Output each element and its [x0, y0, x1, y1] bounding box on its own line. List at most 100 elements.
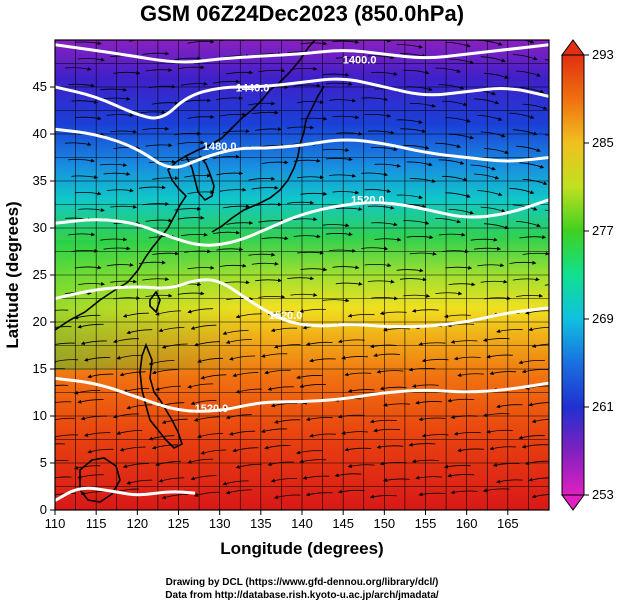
- streamline: [450, 415, 478, 419]
- streamline: [371, 222, 398, 227]
- contour-label: 1480.0: [203, 141, 237, 153]
- streamline: [364, 113, 392, 118]
- streamline: [406, 161, 433, 167]
- x-tick-label: 115: [86, 516, 107, 531]
- streamline: [113, 338, 140, 344]
- streamline: [296, 450, 323, 455]
- streamline: [113, 413, 140, 419]
- streamline: [55, 443, 65, 445]
- streamline: [415, 400, 443, 405]
- streamline: [110, 129, 138, 134]
- streamline: [193, 341, 220, 347]
- streamline: [329, 173, 357, 178]
- streamline: [222, 480, 249, 486]
- streamline: [483, 72, 509, 79]
- y-tick-label: 15: [33, 361, 47, 376]
- streamline: [187, 458, 214, 464]
- streamline: [329, 248, 357, 253]
- streamline: [309, 433, 336, 438]
- streamline: [519, 162, 545, 169]
- streamline: [441, 175, 468, 182]
- streamline: [64, 142, 92, 147]
- streamline: [216, 95, 244, 100]
- streamline: [528, 477, 549, 482]
- y-tick-label: 40: [33, 126, 47, 141]
- streamline: [421, 358, 449, 363]
- streamline: [525, 385, 549, 390]
- streamline: [87, 373, 114, 379]
- streamline: [255, 127, 282, 132]
- streamline: [161, 343, 188, 349]
- streamline: [332, 265, 360, 270]
- streamline: [270, 327, 298, 333]
- streamline: [406, 86, 433, 92]
- streamline: [299, 459, 326, 464]
- credit-data: Data from http://database.rish.kyoto-u.a…: [165, 590, 439, 601]
- streamline: [252, 37, 278, 39]
- streamline: [438, 84, 465, 90]
- streamline: [399, 128, 427, 133]
- streamline: [444, 314, 471, 319]
- colorbar-label: 261: [592, 399, 614, 414]
- streamline: [106, 113, 134, 118]
- streamline: [74, 191, 102, 196]
- streamline: [248, 101, 276, 106]
- streamline: [525, 310, 549, 315]
- streamline: [100, 87, 128, 92]
- streamline: [116, 430, 143, 435]
- x-tick-label: 110: [45, 516, 66, 531]
- x-tick-label: 145: [332, 516, 354, 531]
- streamline: [261, 236, 289, 241]
- streamline: [489, 371, 517, 376]
- streamline: [300, 116, 328, 121]
- colorbar: 293 285 277 269 261 253: [561, 39, 614, 511]
- streamline: [305, 417, 333, 422]
- streamline: [470, 237, 498, 242]
- streamline: [403, 69, 430, 75]
- streamline: [371, 71, 398, 76]
- streamline: [261, 160, 289, 165]
- streamline: [522, 178, 548, 186]
- streamline: [197, 433, 224, 439]
- streamline: [383, 327, 410, 332]
- streamline: [512, 129, 538, 136]
- streamline: [142, 277, 170, 282]
- streamline: [161, 493, 188, 500]
- streamline: [383, 478, 410, 482]
- streamline: [152, 251, 180, 256]
- streamline: [453, 431, 481, 436]
- streamline: [55, 434, 79, 439]
- streamline: [55, 401, 72, 403]
- streamline: [55, 342, 75, 345]
- streamline: [418, 341, 446, 346]
- streamline: [274, 419, 301, 424]
- streamline: [84, 357, 111, 362]
- streamline: [309, 358, 336, 363]
- streamline: [544, 209, 549, 211]
- streamline: [369, 344, 397, 349]
- streamline: [126, 404, 153, 410]
- colorbar-top-triangle: [561, 39, 585, 56]
- streamline: [187, 308, 214, 314]
- streamline: [544, 59, 549, 61]
- streamline: [103, 171, 131, 176]
- streamline: [126, 479, 153, 485]
- streamline: [409, 178, 436, 183]
- contour-line: [55, 278, 549, 329]
- x-tick-label: 165: [497, 516, 519, 531]
- streamline: [100, 162, 128, 167]
- streamline: [264, 369, 291, 375]
- streamline: [438, 232, 466, 237]
- streamline: [174, 131, 202, 136]
- x-tick-label: 135: [250, 516, 272, 531]
- streamline: [197, 357, 224, 363]
- streamline: [361, 246, 389, 251]
- streamline: [142, 126, 170, 131]
- streamline: [264, 445, 291, 450]
- streamline: [187, 114, 215, 119]
- map-title: GSM 06Z24Dec2023 (850.0hPa): [140, 1, 464, 26]
- streamline: [325, 81, 353, 86]
- y-tick-label: 30: [33, 220, 47, 235]
- streamline: [174, 206, 202, 211]
- streamline: [483, 223, 509, 230]
